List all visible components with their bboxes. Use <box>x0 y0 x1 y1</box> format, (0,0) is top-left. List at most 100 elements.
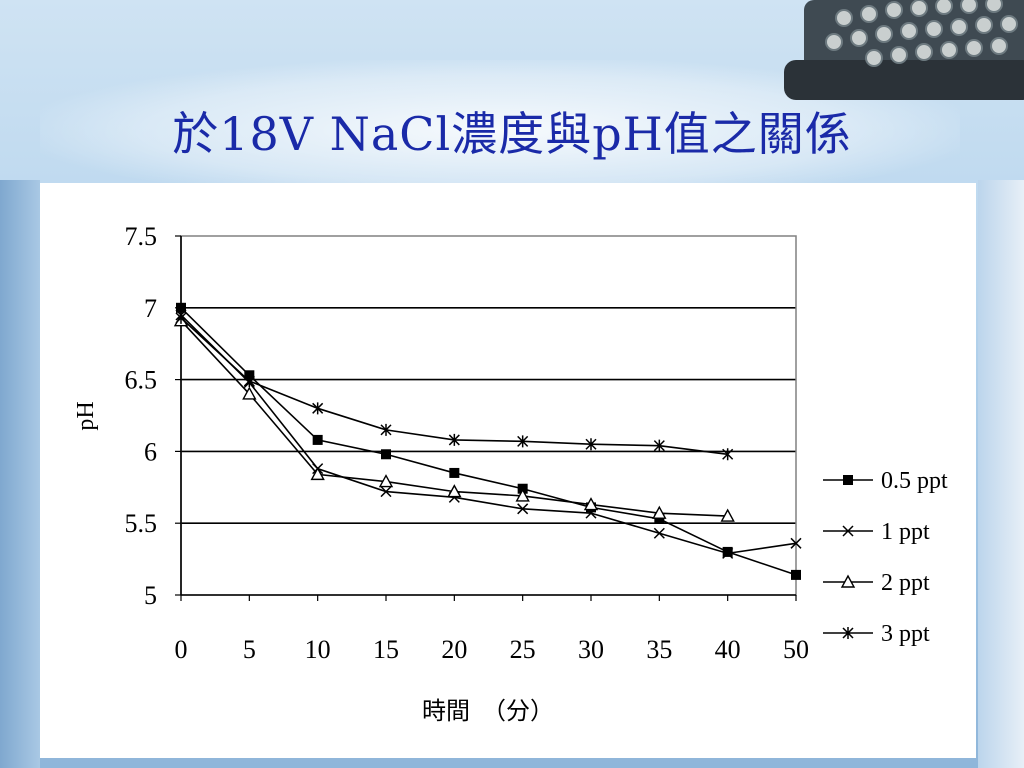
data-point <box>380 486 392 498</box>
square-marker <box>312 434 323 445</box>
data-point <box>242 386 257 400</box>
x-axis-label: 時間 （分） <box>422 698 554 725</box>
legend-label: 3 ppt <box>881 621 930 647</box>
x-tick-label: 0 <box>175 635 188 664</box>
data-point <box>312 402 324 415</box>
y-tick-label: 7.5 <box>125 222 158 251</box>
y-tick-label: 6.5 <box>125 366 158 395</box>
x-axis-ticks: 0 5 10 15 20 25 30 35 40 50 <box>175 595 809 664</box>
series-layer <box>173 302 802 580</box>
x-marker <box>653 527 665 539</box>
data-point <box>722 546 733 557</box>
y-axis-label: pH <box>73 401 99 430</box>
x-tick-label: 20 <box>441 635 467 664</box>
x-tick-label: 10 <box>305 635 331 664</box>
legend-label: 1 ppt <box>881 519 930 545</box>
data-point <box>842 627 854 639</box>
x-tick-label: 5 <box>243 635 256 664</box>
data-point <box>515 488 530 502</box>
asterisk-marker <box>585 438 597 451</box>
legend-item: 1 ppt <box>823 519 930 545</box>
x-tick-label: 50 <box>783 635 809 664</box>
data-point <box>843 475 853 485</box>
triangle-marker <box>378 474 394 488</box>
y-tick-label: 5.5 <box>125 509 158 538</box>
data-point <box>722 448 734 461</box>
data-point <box>840 574 856 588</box>
triangle-marker <box>447 484 462 498</box>
background-right-strip <box>978 180 1024 768</box>
y-tick-label: 6 <box>144 437 157 466</box>
chart-panel: 5 5.5 6 6.5 7 7.5 0 5 10 15 20 25 30 35 40 50 pH 時間 （分… <box>40 183 976 758</box>
x-tick-label: 30 <box>578 635 604 664</box>
legend-item: 0.5 ppt <box>823 468 948 494</box>
data-point <box>654 513 665 524</box>
x-tick-label: 15 <box>373 635 399 664</box>
triangle-marker <box>652 505 667 519</box>
triangle-marker <box>840 574 856 588</box>
y-tick-label: 5 <box>144 581 157 610</box>
legend-label: 0.5 ppt <box>881 468 948 494</box>
x-marker <box>790 537 802 549</box>
data-point <box>517 435 529 448</box>
typewriter-decoration-icon <box>784 0 1024 100</box>
series-2-ppt <box>173 313 735 522</box>
data-point <box>312 434 323 445</box>
x-tick-label: 25 <box>510 635 536 664</box>
x-marker <box>517 503 529 515</box>
legend-label: 2 ppt <box>881 570 930 596</box>
data-point <box>243 375 255 388</box>
data-point <box>310 466 325 481</box>
x-tick-label: 35 <box>646 635 672 664</box>
square-marker <box>722 546 733 557</box>
background-left-strip <box>0 180 40 768</box>
data-point <box>381 449 391 460</box>
chart-legend: 0.5 ppt 1 ppt 2 ppt 3 ppt <box>823 468 948 647</box>
legend-item: 2 ppt <box>823 570 930 596</box>
x-marker <box>722 547 734 559</box>
x-tick-label: 40 <box>715 635 741 664</box>
triangle-marker <box>720 508 735 522</box>
chart-gridlines <box>181 307 796 525</box>
square-marker <box>381 449 391 460</box>
data-point <box>722 547 734 559</box>
square-marker <box>791 569 801 580</box>
asterisk-marker <box>517 435 529 448</box>
data-point <box>652 505 667 519</box>
series-line <box>180 314 797 555</box>
asterisk-marker <box>380 423 392 436</box>
square-marker <box>449 467 460 478</box>
triangle-marker <box>310 466 325 481</box>
y-tick-label: 7 <box>144 294 157 323</box>
data-point <box>842 525 854 537</box>
line-chart: 55.566.577.5 0 5 10 15 20 25 30 35 40 50 pH 時間 （分… <box>73 222 948 725</box>
square-marker <box>654 513 665 524</box>
legend-item: 3 ppt <box>823 621 930 647</box>
asterisk-marker <box>842 627 854 639</box>
series-1-ppt <box>175 309 802 559</box>
series-line <box>180 317 728 456</box>
x-marker <box>842 525 854 537</box>
series-line <box>180 307 797 576</box>
data-point <box>583 497 599 511</box>
series-3-ppt <box>175 311 734 461</box>
x-marker <box>380 486 392 498</box>
y-axis-ticks: 5 5.5 6 6.5 7 7.5 <box>125 222 796 610</box>
data-point <box>175 311 187 324</box>
asterisk-marker <box>722 448 734 461</box>
asterisk-marker <box>653 439 665 452</box>
triangle-marker <box>515 488 530 502</box>
data-point <box>720 508 735 522</box>
data-point <box>380 423 392 436</box>
asterisk-marker <box>448 433 460 446</box>
slide-title: 於18V NaCl濃度與pH值之關係 <box>172 107 852 161</box>
data-point <box>378 474 394 488</box>
data-point <box>449 467 460 478</box>
asterisk-marker <box>243 375 255 388</box>
data-point <box>585 438 597 451</box>
triangle-marker <box>242 386 257 400</box>
data-point <box>447 484 462 498</box>
data-point <box>653 527 665 539</box>
triangle-marker <box>583 497 599 511</box>
asterisk-marker <box>312 402 324 415</box>
